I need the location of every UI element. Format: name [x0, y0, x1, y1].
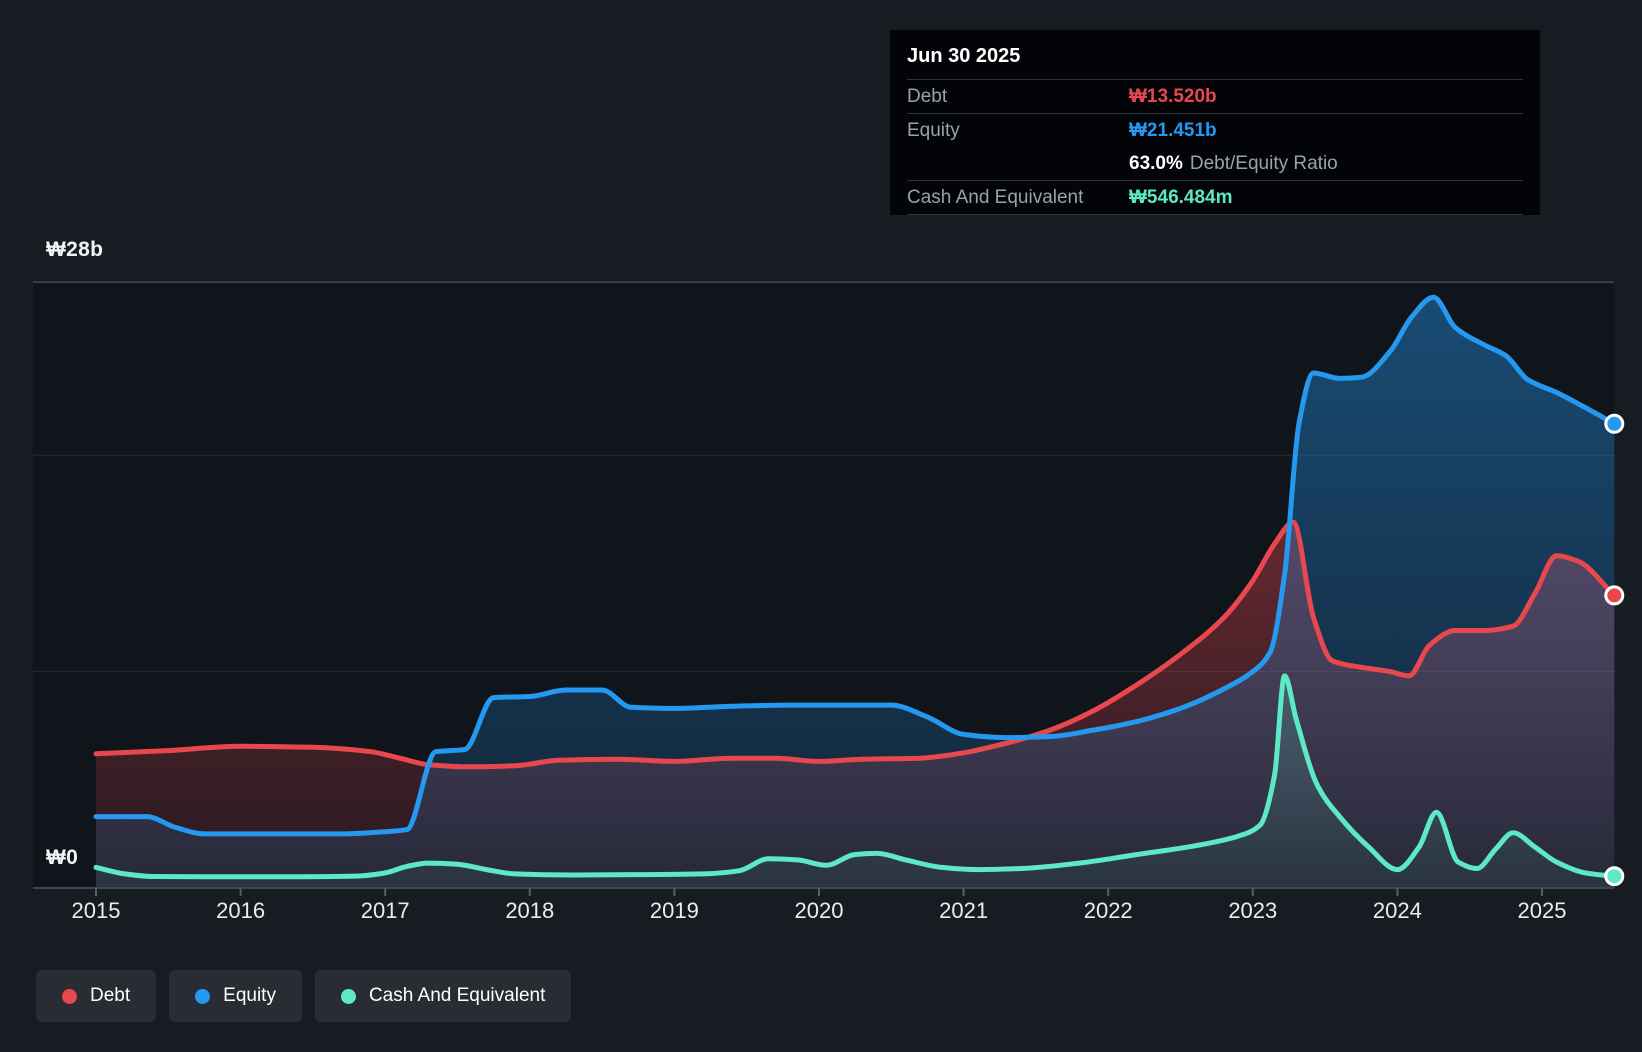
x-axis-label-2023: 2023 [1228, 898, 1277, 923]
x-axis-label-2022: 2022 [1084, 898, 1133, 923]
cash-series-dot-icon [340, 988, 356, 1004]
legend-equity-label: Equity [223, 985, 276, 1006]
equity-endpoint-dot[interactable] [1604, 413, 1625, 434]
chart-tooltip: Jun 30 2025 Debt ₩13.520b Equity ₩21.451… [890, 30, 1540, 215]
cash-and-equivalent-endpoint-dot[interactable] [1604, 866, 1625, 887]
x-axis-label-2019: 2019 [650, 898, 699, 923]
tooltip-debt-value: ₩13.520b [1129, 85, 1217, 107]
tooltip-ratio-label: Debt/Equity Ratio [1189, 152, 1338, 174]
legend-cash-label: Cash And Equivalent [368, 985, 546, 1006]
debt-endpoint-dot[interactable] [1604, 585, 1625, 606]
tooltip-row-debt: Debt ₩13.520b [907, 80, 1523, 114]
equity-series-dot-icon [195, 988, 211, 1004]
tooltip-date: Jun 30 2025 [907, 30, 1523, 80]
tooltip-debt-label: Debt [907, 85, 948, 107]
x-axis-label-2020: 2020 [795, 898, 844, 923]
tooltip-row-ratio: 63.0% Debt/Equity Ratio [907, 147, 1523, 181]
tooltip-ratio-value: 63.0% [1129, 152, 1183, 174]
x-axis-label-2021: 2021 [939, 898, 988, 923]
x-axis-label-2017: 2017 [361, 898, 410, 923]
legend-item-debt[interactable]: Debt [36, 970, 157, 1022]
x-axis-label-2018: 2018 [505, 898, 554, 923]
tooltip-cash-value: ₩546.484m [1129, 186, 1233, 208]
debt-series-dot-icon [62, 988, 77, 1004]
y-axis-label-top: ₩28b [46, 238, 104, 261]
x-axis-label-2015: 2015 [72, 898, 121, 923]
x-axis-label-2025: 2025 [1518, 898, 1567, 923]
x-axis-label-2016: 2016 [216, 898, 265, 923]
tooltip-equity-value: ₩21.451b [1129, 119, 1217, 141]
chart-legend: Debt Equity Cash And Equivalent [36, 970, 572, 1022]
equity-line [93, 294, 1617, 837]
legend-item-cash[interactable]: Cash And Equivalent [314, 970, 572, 1022]
debt-line [93, 519, 1617, 770]
y-axis-label-zero: ₩0 [46, 846, 79, 869]
tooltip-cash-label: Cash And Equivalent [907, 186, 1084, 208]
x-axis-label-2024: 2024 [1373, 898, 1422, 923]
cash-and-equivalent-line [93, 673, 1617, 880]
legend-item-equity[interactable]: Equity [169, 970, 302, 1022]
tooltip-row-cash: Cash And Equivalent ₩546.484m [907, 181, 1523, 215]
tooltip-equity-label: Equity [907, 119, 960, 141]
equity-area [96, 297, 1615, 888]
legend-debt-label: Debt [90, 985, 131, 1006]
tooltip-row-equity: Equity ₩21.451b [907, 114, 1523, 147]
